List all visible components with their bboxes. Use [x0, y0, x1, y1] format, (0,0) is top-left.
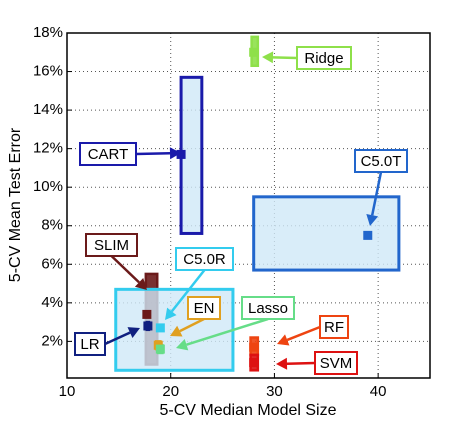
arrow-head [134, 278, 147, 290]
label-box [74, 332, 106, 356]
arrow-head [127, 327, 140, 339]
point [363, 230, 373, 240]
arrow-shaft [104, 331, 131, 346]
series-label: EN [194, 300, 215, 317]
arrow-head [169, 147, 181, 160]
series-label: CART [88, 146, 129, 163]
series-label: SVM [320, 355, 353, 372]
label-box [175, 247, 234, 271]
y-tick-label: 12% [33, 140, 63, 157]
point [249, 47, 259, 57]
point [176, 149, 186, 159]
arrow-shaft [179, 317, 205, 333]
plot-frame [66, 32, 431, 379]
arrow-shaft [186, 317, 269, 346]
arrow-shaft [370, 171, 383, 216]
series-label: Ridge [304, 50, 343, 67]
point [249, 358, 259, 368]
point [143, 321, 153, 331]
label-box [85, 233, 138, 257]
y-tick-label: 2% [41, 332, 63, 349]
arrow-head [277, 334, 290, 346]
arrow-shaft [135, 151, 171, 156]
point [142, 309, 152, 319]
series-label: C5.0R [183, 251, 226, 268]
y-axis-label: 5-CV Mean Test Error [7, 127, 24, 282]
label-box [296, 46, 352, 70]
label-box [79, 142, 137, 166]
y-tick-label: 4% [41, 294, 63, 311]
label-box [187, 296, 221, 320]
point [249, 342, 259, 352]
series-label: C5.0T [361, 153, 402, 170]
label-box [319, 315, 349, 339]
series-label: LR [80, 336, 99, 353]
y-tick-label: 8% [41, 217, 63, 234]
x-tick-label: 40 [370, 383, 387, 400]
label-box [354, 149, 408, 173]
arrow-shaft [110, 255, 140, 284]
y-tick-label: 6% [41, 255, 63, 272]
y-tick-label: 16% [33, 63, 63, 80]
arrow-shaft [272, 56, 298, 60]
label-box [241, 296, 295, 320]
arrow-head [366, 214, 379, 226]
arrow-head [165, 307, 177, 320]
arrow-shaft [170, 269, 206, 313]
series-label: SLIM [94, 237, 129, 254]
label-box [314, 351, 358, 375]
arrow-head [170, 325, 183, 337]
x-tick-label: 10 [59, 383, 76, 400]
x-axis-label: 5-CV Median Model Size [160, 402, 337, 419]
series-label: RF [324, 319, 344, 336]
x-tick-label: 20 [162, 383, 179, 400]
x-tick-label: 30 [266, 383, 283, 400]
y-tick-label: 10% [33, 178, 63, 195]
arrow-shaft [286, 361, 316, 365]
y-tick-label: 14% [33, 101, 63, 118]
y-tick-label: 18% [33, 24, 63, 41]
point [155, 323, 165, 333]
arrow-head [262, 51, 274, 64]
arrow-head [276, 357, 288, 370]
arrow-shaft [286, 325, 321, 342]
range-box [252, 195, 401, 272]
point [155, 344, 165, 354]
arrow-head [176, 338, 189, 351]
series-label: Lasso [248, 300, 288, 317]
